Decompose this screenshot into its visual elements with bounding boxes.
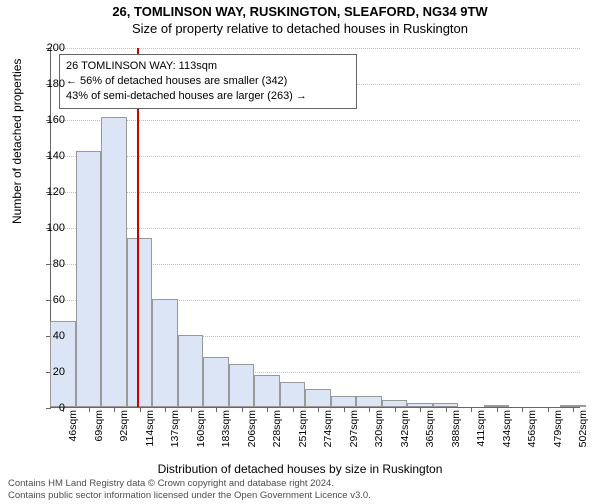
xtick-label: 388sqm: [450, 410, 462, 460]
xtick-mark: [89, 407, 90, 412]
histogram-bar: [331, 396, 357, 407]
xtick-mark: [140, 407, 141, 412]
gridline: [51, 48, 580, 49]
ytick-label: 80: [25, 258, 65, 270]
xtick-label: 251sqm: [297, 410, 309, 460]
ytick-label: 140: [25, 150, 65, 162]
ytick-label: 180: [25, 78, 65, 90]
x-axis-label: Distribution of detached houses by size …: [0, 462, 600, 476]
xtick-label: 206sqm: [246, 410, 258, 460]
xtick-mark: [369, 407, 370, 412]
xtick-mark: [497, 407, 498, 412]
gridline: [51, 156, 580, 157]
ytick-label: 100: [25, 222, 65, 234]
xtick-mark: [420, 407, 421, 412]
xtick-label: 183sqm: [220, 410, 232, 460]
xtick-label: 411sqm: [475, 410, 487, 460]
xtick-mark: [318, 407, 319, 412]
xtick-label: 46sqm: [67, 410, 79, 460]
y-axis-label: Number of detached properties: [10, 59, 24, 224]
xtick-label: 479sqm: [552, 410, 564, 460]
xtick-label: 228sqm: [271, 410, 283, 460]
xtick-label: 320sqm: [373, 410, 385, 460]
xtick-mark: [522, 407, 523, 412]
ytick-label: 60: [25, 294, 65, 306]
footer-line1: Contains HM Land Registry data © Crown c…: [8, 478, 371, 490]
histogram-chart: 46sqm69sqm92sqm114sqm137sqm160sqm183sqm2…: [50, 48, 580, 408]
xtick-mark: [114, 407, 115, 412]
xtick-mark: [293, 407, 294, 412]
histogram-bar: [254, 375, 280, 407]
xtick-label: 274sqm: [322, 410, 334, 460]
ytick-label: 160: [25, 114, 65, 126]
xtick-mark: [395, 407, 396, 412]
xtick-label: 297sqm: [348, 410, 360, 460]
histogram-bar: [229, 364, 255, 407]
histogram-bar: [305, 389, 331, 407]
ytick-label: 0: [25, 402, 65, 414]
histogram-bar: [356, 396, 382, 407]
annotation-line: ← 56% of detached houses are smaller (34…: [66, 74, 350, 89]
footer-line2: Contains public sector information licen…: [8, 490, 371, 502]
xtick-mark: [242, 407, 243, 412]
annotation-box: 26 TOMLINSON WAY: 113sqm← 56% of detache…: [59, 54, 357, 109]
xtick-mark: [548, 407, 549, 412]
page-title: 26, TOMLINSON WAY, RUSKINGTON, SLEAFORD,…: [0, 4, 600, 19]
gridline: [51, 228, 580, 229]
xtick-mark: [446, 407, 447, 412]
histogram-bar: [203, 357, 229, 407]
ytick-label: 20: [25, 366, 65, 378]
xtick-mark: [267, 407, 268, 412]
histogram-bar: [76, 151, 102, 407]
xtick-mark: [216, 407, 217, 412]
ytick-label: 200: [25, 42, 65, 54]
xtick-label: 342sqm: [399, 410, 411, 460]
plot-area: 46sqm69sqm92sqm114sqm137sqm160sqm183sqm2…: [50, 48, 580, 408]
gridline: [51, 120, 580, 121]
annotation-line: 26 TOMLINSON WAY: 113sqm: [66, 59, 350, 74]
xtick-label: 434sqm: [501, 410, 513, 460]
xtick-mark: [344, 407, 345, 412]
xtick-label: 137sqm: [169, 410, 181, 460]
ytick-label: 120: [25, 186, 65, 198]
ytick-label: 40: [25, 330, 65, 342]
page-subtitle: Size of property relative to detached ho…: [0, 21, 600, 36]
xtick-mark: [573, 407, 574, 412]
histogram-bar: [382, 400, 408, 407]
xtick-label: 502sqm: [577, 410, 589, 460]
histogram-bar: [101, 117, 127, 407]
xtick-mark: [471, 407, 472, 412]
xtick-label: 114sqm: [144, 410, 156, 460]
xtick-label: 69sqm: [93, 410, 105, 460]
footer-attribution: Contains HM Land Registry data © Crown c…: [8, 478, 371, 502]
xtick-label: 456sqm: [526, 410, 538, 460]
annotation-line: 43% of semi-detached houses are larger (…: [66, 89, 350, 104]
histogram-bar: [127, 238, 153, 407]
xtick-label: 92sqm: [118, 410, 130, 460]
histogram-bar: [152, 299, 178, 407]
histogram-bar: [178, 335, 204, 407]
xtick-mark: [165, 407, 166, 412]
xtick-label: 160sqm: [195, 410, 207, 460]
gridline: [51, 192, 580, 193]
xtick-label: 365sqm: [424, 410, 436, 460]
xtick-mark: [191, 407, 192, 412]
histogram-bar: [280, 382, 306, 407]
